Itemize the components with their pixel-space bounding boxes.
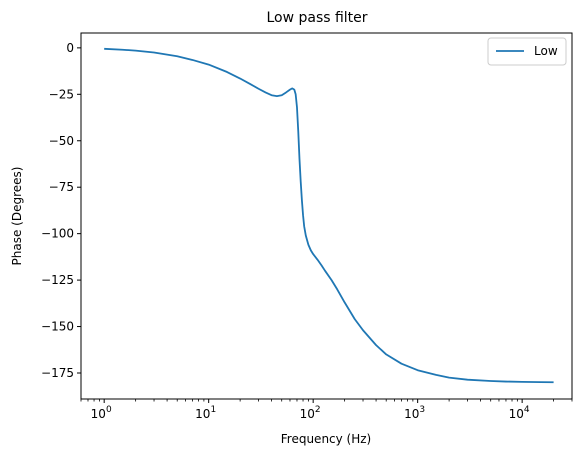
series-line-low bbox=[104, 47, 554, 384]
x-axis-title: Frequency (Hz) bbox=[281, 432, 372, 446]
x-tick-label: 103 bbox=[404, 405, 425, 421]
x-tick-label: 101 bbox=[195, 405, 216, 421]
legend-box bbox=[487, 37, 567, 66]
y-tick-label: −100 bbox=[41, 227, 74, 241]
y-tick-label: −175 bbox=[41, 366, 74, 380]
y-tick-label: −75 bbox=[49, 180, 74, 194]
y-axis-title: Phase (Degrees) bbox=[10, 167, 24, 266]
x-tick-label: 102 bbox=[300, 405, 321, 421]
x-tick-label: 104 bbox=[509, 405, 530, 421]
y-tick-label: −125 bbox=[41, 273, 74, 287]
legend: Low bbox=[487, 37, 567, 66]
x-tick-label: 100 bbox=[91, 405, 112, 421]
y-tick-label: −25 bbox=[49, 87, 74, 101]
plot-area-frame bbox=[80, 32, 573, 400]
chart-title: Low pass filter bbox=[266, 10, 367, 26]
y-tick-label: −150 bbox=[41, 320, 74, 334]
y-tick-label: 0 bbox=[66, 41, 74, 55]
y-tick-label: −50 bbox=[49, 134, 74, 148]
legend-label: Low bbox=[534, 44, 558, 58]
